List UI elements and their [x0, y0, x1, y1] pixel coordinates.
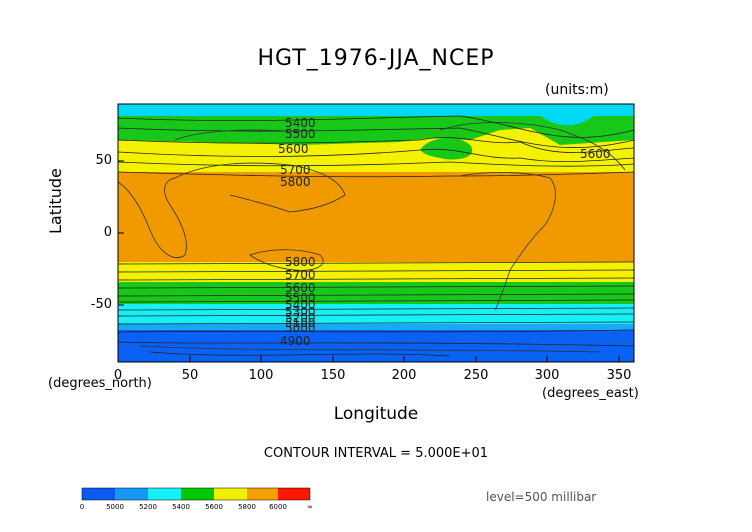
- band-lightblue-south: [118, 324, 634, 330]
- north-america-outline: [439, 122, 626, 171]
- contour-label: 5400: [285, 298, 316, 312]
- contour-label: 5600: [278, 142, 309, 156]
- band-cyan-north: [118, 104, 634, 116]
- africa-outline: [117, 177, 187, 258]
- x-unit-label: (degrees_east): [542, 386, 639, 401]
- colorbar-swatch: [181, 488, 214, 500]
- x-tick-label: 0: [113, 368, 123, 383]
- asia-outline: [174, 162, 346, 213]
- colorbar-swatch: [148, 488, 181, 500]
- x-tick-label: 50: [181, 368, 199, 383]
- contour-label: 5500: [285, 127, 316, 141]
- level-label: level=500 millibar: [486, 490, 597, 504]
- colorbar-swatch: [82, 488, 115, 500]
- colorbar: [81, 487, 311, 501]
- colorbar-label: 5800: [238, 503, 256, 511]
- contour-interval-label: CONTOUR INTERVAL = 5.000E+01: [263, 446, 489, 461]
- colorbar-swatch: [115, 488, 148, 500]
- colorbar-label: 6000: [269, 503, 287, 511]
- band-green-north: [118, 116, 634, 145]
- band-yellow-north: [118, 128, 634, 172]
- contour-label: 5800: [285, 255, 316, 269]
- colorbar-label: 5000: [106, 503, 124, 511]
- contour-label: 5800: [280, 175, 311, 189]
- contour-label: 5700: [285, 268, 316, 282]
- x-axis-label: Longitude: [333, 404, 419, 424]
- contour-label: 5600: [285, 281, 316, 295]
- contour-label: 5200: [285, 311, 316, 325]
- contour-label-group: 5400 5500 5600 5700 5800 5600 5800 5700 …: [278, 116, 611, 348]
- australia-outline: [249, 249, 324, 271]
- y-unit-label: (degrees_north): [48, 376, 152, 391]
- europe-outline: [174, 129, 301, 141]
- contour-label: 5500: [285, 291, 316, 305]
- colorbar-label: 5600: [205, 503, 223, 511]
- colorbar-label: 0: [79, 503, 85, 511]
- colorbar-swatch: [247, 488, 278, 500]
- contour-label: 4900: [280, 334, 311, 348]
- x-tick-label: 150: [320, 368, 346, 383]
- band-cyan-notch: [520, 104, 634, 126]
- axis-ticks: [117, 160, 620, 362]
- plot-title: HGT_1976-JJA_NCEP: [257, 46, 495, 71]
- x-tick-label: 200: [391, 368, 417, 383]
- y-tick-label: 50: [95, 153, 112, 168]
- x-tick-label: 350: [606, 368, 632, 383]
- band-cyan-south: [118, 304, 634, 324]
- x-tick-label: 300: [534, 368, 560, 383]
- y-axis-label: Latitude: [46, 168, 65, 234]
- colorbar-label: 5200: [139, 503, 157, 511]
- contour-label: 5000: [285, 321, 316, 335]
- contour-label: 5700: [280, 163, 311, 177]
- y-tick-label: -50: [90, 297, 112, 312]
- antarctica-outline: [139, 345, 601, 353]
- south-america-outline: [459, 172, 556, 311]
- colorbar-label: 5400: [172, 503, 190, 511]
- color-bands: [118, 104, 634, 362]
- coastlines: [117, 122, 626, 353]
- colorbar-swatch: [278, 488, 310, 500]
- y-tick-label: 0: [103, 225, 112, 240]
- units-label: (units:m): [545, 82, 609, 98]
- band-yellow-south: [118, 262, 634, 282]
- contour-label: 5100: [285, 316, 316, 330]
- colorbar-label: ∞: [307, 503, 313, 511]
- contour-label: 5300: [285, 305, 316, 319]
- x-tick-label: 250: [463, 368, 489, 383]
- contour-label: 5400: [285, 116, 316, 130]
- x-tick-label: 100: [248, 368, 274, 383]
- colorbar-swatch: [214, 488, 247, 500]
- contour-label: 5600: [580, 147, 611, 161]
- band-green-notch: [420, 138, 473, 160]
